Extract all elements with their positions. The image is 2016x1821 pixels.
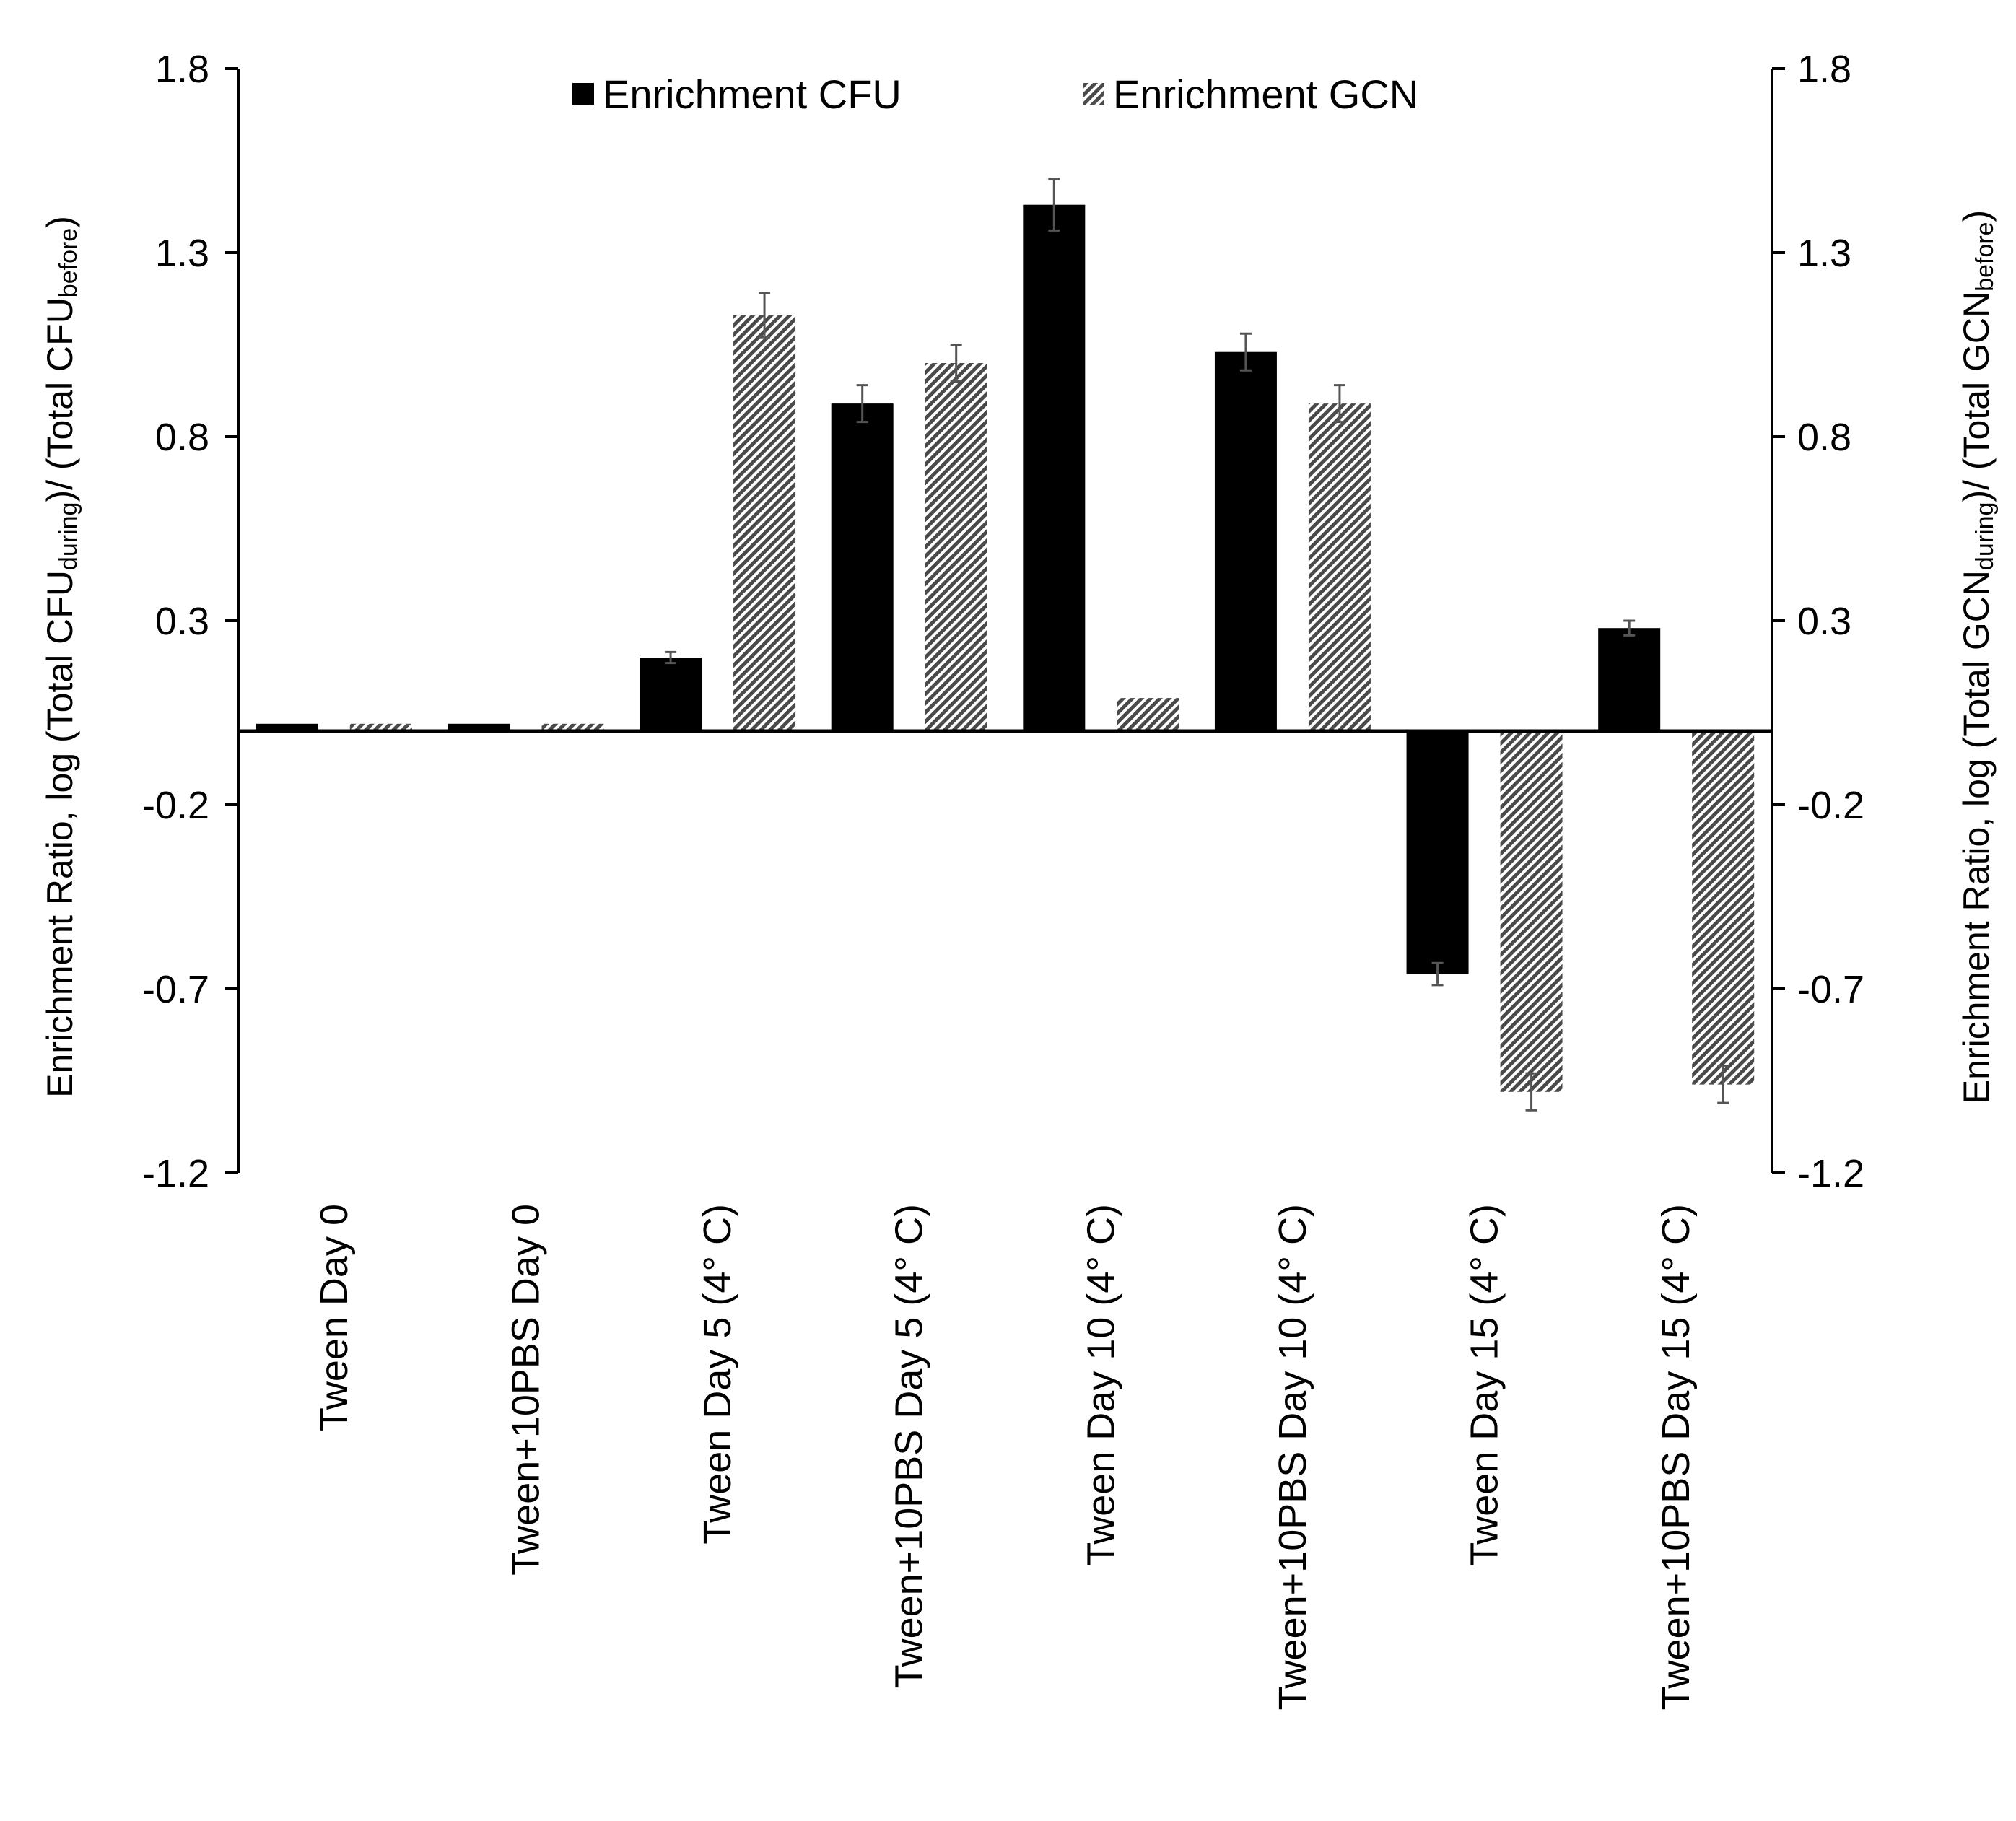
left-tick-label: 1.8 [155,48,209,91]
bar-cfu-6 [1406,731,1469,974]
bar-cfu-0 [256,723,318,731]
bars-layer [256,204,1755,1092]
right-tick-label: -0.7 [1797,968,1864,1011]
right-tick-label: -0.2 [1797,784,1864,827]
error-bars-layer [665,178,1729,1112]
bar-cfu-7 [1598,628,1661,731]
left-tick-label: 1.3 [155,232,209,275]
category-label-1: Tween+10PBS Day 0 [504,1204,547,1576]
bar-cfu-5 [1214,351,1277,731]
right-tick-label: 0.3 [1797,600,1851,643]
bar-gcn-1 [541,723,604,731]
bar-gcn-2 [733,315,796,731]
right-tick-label: 0.8 [1797,416,1851,459]
legend-label-cfu: Enrichment CFU [603,71,902,117]
left-tick-label: 0.3 [155,600,209,643]
bar-gcn-6 [1500,731,1563,1092]
category-labels: Tween Day 0 Tween+10PBS Day 0 Tween Day 5 … [313,1204,1698,1710]
bar-cfu-2 [640,658,702,731]
bar-cfu-3 [831,403,894,731]
left-tick-label: 0.8 [155,416,209,459]
category-label-6: Tween Day 15 (4° C) [1463,1204,1506,1566]
category-label-7: Tween+10PBS Day 15 (4° C) [1654,1204,1698,1710]
legend-label-gcn: Enrichment GCN [1113,71,1418,117]
right-tick-label: 1.8 [1797,48,1851,91]
category-label-2: Tween Day 5 (4° C) [696,1204,739,1545]
category-label-3: Tween+10PBS Day 5 (4° C) [888,1204,931,1688]
left-y-ticks: 1.8 1.3 0.8 0.3 -0.2 -0.7 -1.2 [142,48,238,1195]
left-y-axis-title: Enrichment Ratio, log (Total CFUduring)/… [40,216,82,1098]
category-label-0: Tween Day 0 [313,1204,356,1431]
bar-gcn-5 [1308,403,1371,731]
right-y-axis-title: Enrichment Ratio, log (Total GCNduring)/… [1956,210,1999,1104]
bar-gcn-0 [349,723,412,731]
bar-gcn-4 [1117,698,1179,731]
legend-swatch-cfu [572,83,594,105]
left-tick-label: -0.2 [142,784,209,827]
right-tick-label: -1.2 [1797,1152,1864,1195]
bar-gcn-3 [925,363,987,731]
left-tick-label: -1.2 [142,1152,209,1195]
legend: Enrichment CFU Enrichment GCN [572,71,1418,117]
legend-swatch-gcn [1083,83,1104,105]
left-tick-label: -0.7 [142,968,209,1011]
right-tick-label: 1.3 [1797,232,1851,275]
category-label-5: Tween+10PBS Day 10 (4° C) [1271,1204,1314,1710]
bar-cfu-4 [1023,204,1086,731]
bar-gcn-7 [1692,731,1755,1085]
bar-cfu-1 [448,723,510,731]
right-y-ticks: 1.8 1.3 0.8 0.3 -0.2 -0.7 -1.2 [1772,48,1864,1195]
category-label-4: Tween Day 10 (4° C) [1079,1204,1122,1566]
